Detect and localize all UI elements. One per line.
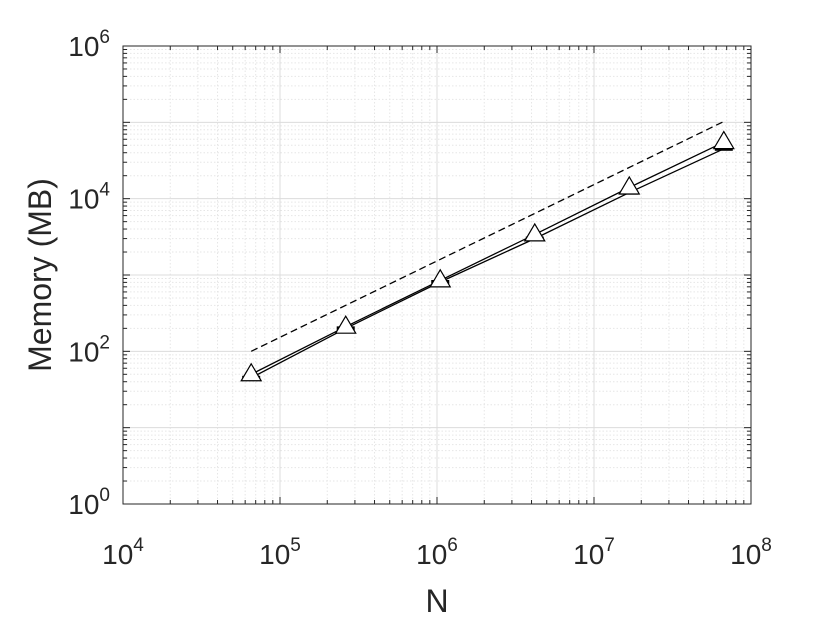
- y-tick-label: 102: [68, 332, 110, 367]
- series-0-line: [250, 148, 725, 379]
- y-tick-label: 106: [68, 27, 110, 62]
- axis-ticks: [122, 46, 751, 505]
- y-axis-label: Memory (MB): [22, 178, 58, 372]
- tick-labels: 104 105 106 107 108 100 102 104 106: [68, 27, 772, 570]
- x-tick-label: 108: [730, 535, 772, 570]
- triangle-marker: [240, 362, 263, 382]
- series-0: [242, 146, 733, 380]
- y-tick-label: 100: [68, 485, 110, 520]
- series-2-line: [250, 120, 725, 352]
- x-axis-label: N: [425, 583, 448, 619]
- series-2: [250, 120, 725, 352]
- triangle-marker: [712, 130, 735, 150]
- series-1: [240, 130, 735, 382]
- series-1-line: [250, 141, 725, 375]
- y-tick-label: 104: [68, 180, 110, 215]
- triangle-marker: [523, 222, 546, 242]
- triangle-marker: [429, 268, 452, 288]
- triangle-marker: [334, 315, 357, 334]
- x-tick-label: 106: [416, 535, 458, 570]
- series: [240, 120, 735, 382]
- triangle-marker: [618, 175, 641, 195]
- x-tick-label: 104: [102, 535, 144, 570]
- x-tick-label: 107: [573, 535, 615, 570]
- x-tick-label: 105: [259, 535, 301, 570]
